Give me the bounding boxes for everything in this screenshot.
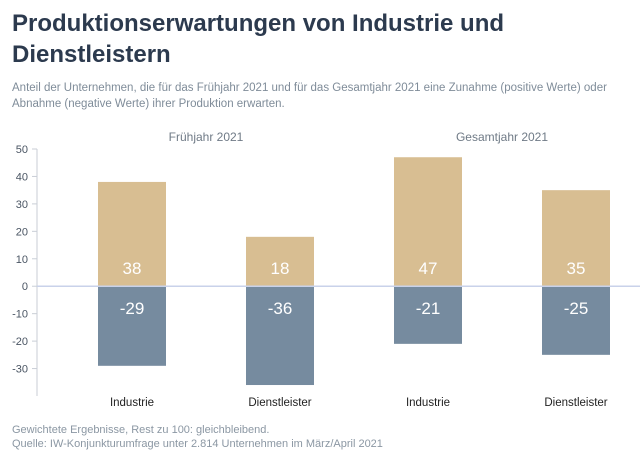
footnote-source: Quelle: IW-Konjunkturumfrage unter 2.814… bbox=[12, 438, 383, 450]
category-label: Industrie bbox=[110, 397, 154, 409]
bar-zunahme bbox=[394, 157, 462, 287]
y-tick-label: 20 bbox=[16, 226, 28, 238]
chart-subtitle: Anteil der Unternehmen, die für das Früh… bbox=[12, 82, 607, 110]
group-label: Frühjahr 2021 bbox=[169, 130, 244, 144]
y-tick-label: 0 bbox=[22, 281, 28, 293]
value-label-abnahme: -36 bbox=[268, 299, 293, 318]
y-tick-label: -30 bbox=[12, 364, 28, 376]
bar-abnahme bbox=[98, 286, 166, 366]
y-tick-label: -20 bbox=[12, 336, 28, 348]
footnote-weighting: Gewichtete Ergebnisse, Rest zu 100: glei… bbox=[12, 424, 270, 436]
value-label-zunahme: 47 bbox=[419, 259, 438, 278]
value-label-abnahme: -21 bbox=[416, 299, 441, 318]
y-tick-label: 30 bbox=[16, 199, 28, 211]
value-label-zunahme: 38 bbox=[123, 259, 142, 278]
value-label-abnahme: -25 bbox=[564, 299, 589, 318]
value-label-zunahme: 35 bbox=[567, 259, 586, 278]
y-tick-label: 40 bbox=[16, 171, 28, 183]
bar-abnahme bbox=[246, 286, 314, 386]
y-tick-label: 10 bbox=[16, 254, 28, 266]
chart-title: Produktionserwartungen von Industrie und… bbox=[12, 10, 505, 68]
category-label: Dienstleister bbox=[248, 397, 311, 409]
bar-zunahme bbox=[542, 190, 610, 287]
bar-abnahme bbox=[542, 286, 610, 355]
bar-zunahme bbox=[246, 236, 314, 287]
group-label: Gesamtjahr 2021 bbox=[456, 130, 548, 144]
y-tick-label: 50 bbox=[16, 144, 28, 156]
category-label: Industrie bbox=[406, 397, 450, 409]
y-tick-label: -10 bbox=[12, 309, 28, 321]
bar-zunahme bbox=[98, 181, 166, 287]
category-label: Dienstleister bbox=[544, 397, 607, 409]
bar-abnahme bbox=[394, 286, 462, 344]
value-label-abnahme: -29 bbox=[120, 299, 145, 318]
value-label-zunahme: 18 bbox=[271, 259, 290, 278]
